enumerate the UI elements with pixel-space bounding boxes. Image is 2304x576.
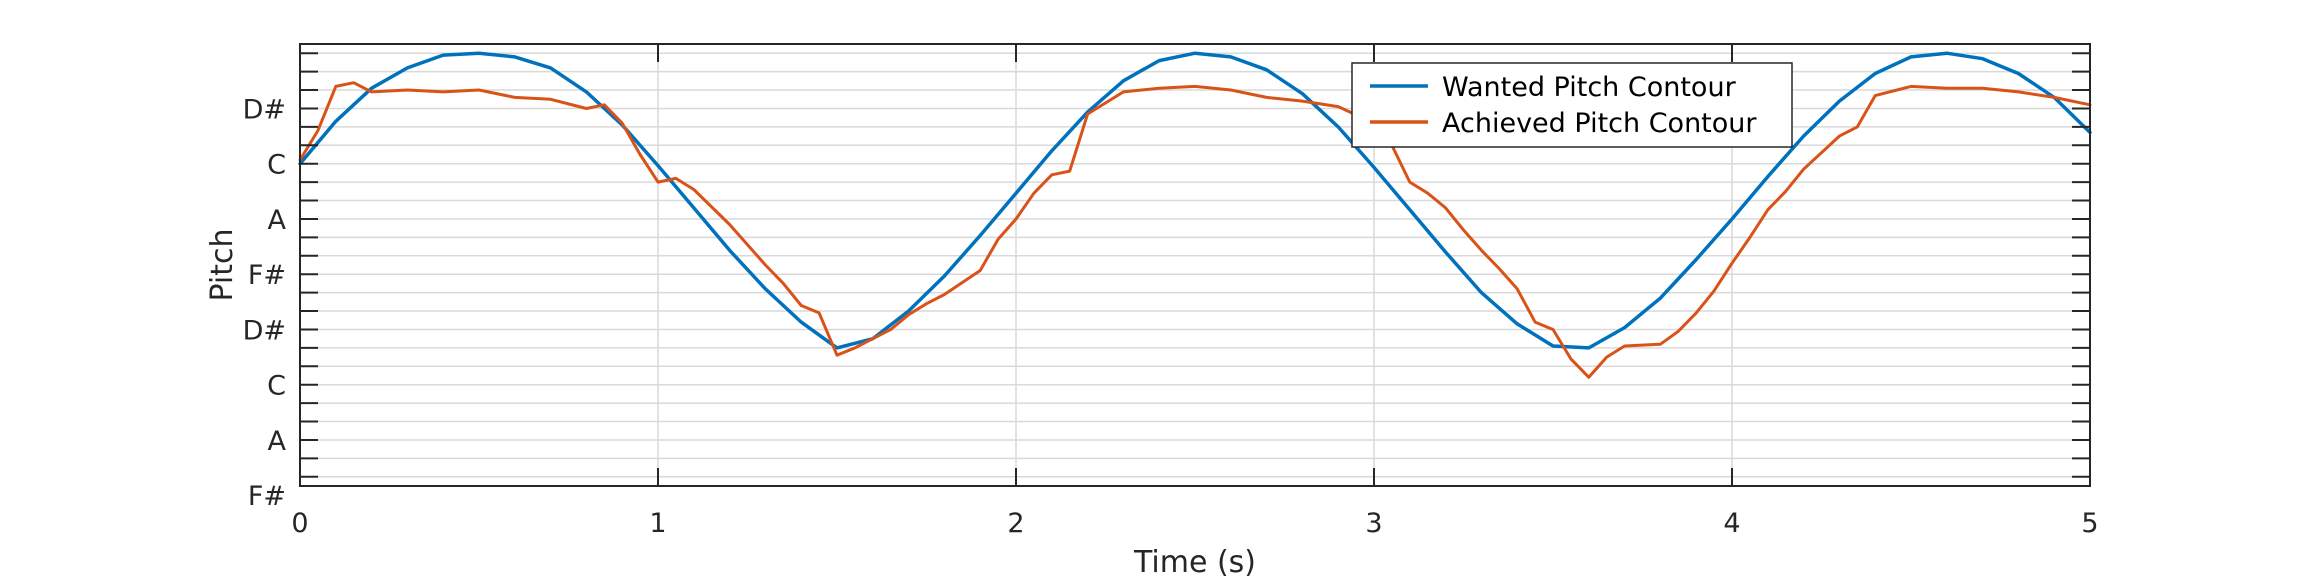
x-tick-label: 2 [1007,508,1024,539]
y-tick-label: D# [243,315,286,346]
x-axis-label: Time (s) [1133,545,1256,576]
plot-frame [299,43,2091,487]
legend-label-achieved: Achieved Pitch Contour [1442,108,1757,139]
y-tick-label: C [267,150,286,181]
legend-label-wanted: Wanted Pitch Contour [1442,72,1737,103]
legend: Wanted Pitch Contour Achieved Pitch Cont… [1351,62,1793,148]
tick-labels: 0 1 2 3 4 5F#ACD#F#ACD# [243,94,2099,539]
ticks [299,44,2091,486]
series-line-wanted [298,51,2092,350]
x-tick-label: 0 [291,508,308,539]
series-line-achieved [298,81,2092,379]
y-tick-label: D# [243,94,286,125]
plot-background [300,44,2090,486]
y-tick-label: C [267,371,286,402]
x-tick-label: 4 [1723,508,1740,539]
x-tick-label: 3 [1365,508,1382,539]
y-tick-label: F# [248,481,286,512]
y-axis-label: Pitch [205,228,240,301]
x-tick-label: 1 [649,508,666,539]
legend-box [1351,62,1793,148]
y-tick-label: F# [248,260,286,291]
y-tick-label: A [268,205,287,236]
x-tick-label: 5 [2081,508,2098,539]
y-tick-label: A [268,426,287,457]
series-layer [298,51,2092,379]
